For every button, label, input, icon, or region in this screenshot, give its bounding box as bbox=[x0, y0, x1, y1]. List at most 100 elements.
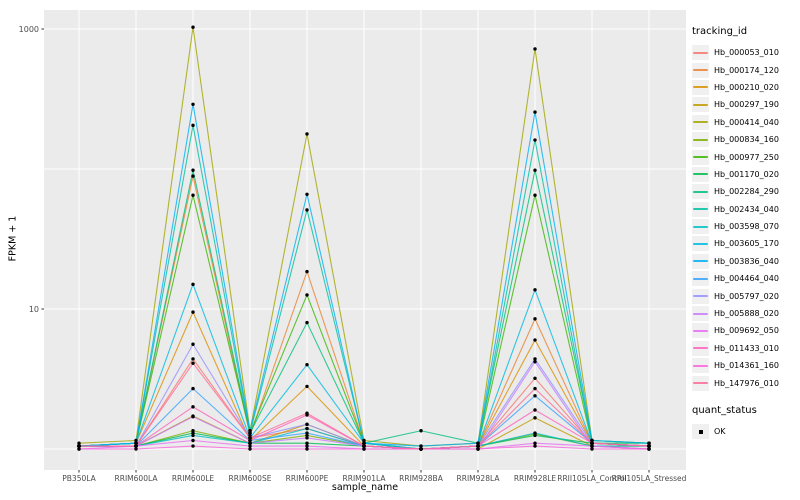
legend-item-label: Hb_005888_020 bbox=[714, 309, 779, 319]
data-point bbox=[191, 361, 195, 365]
data-point bbox=[191, 415, 195, 419]
legend-line-swatch bbox=[692, 45, 709, 61]
legend-item-label: Hb_011433_010 bbox=[714, 343, 779, 353]
legend-item-Hb_004464_040: Hb_004464_040 bbox=[692, 270, 798, 287]
data-point bbox=[305, 320, 309, 325]
legend-item-label: Hb_003836_040 bbox=[714, 256, 779, 266]
legend-item-label: Hb_000174_120 bbox=[714, 65, 779, 75]
data-point bbox=[533, 416, 537, 420]
data-point bbox=[305, 293, 309, 297]
data-point bbox=[305, 208, 309, 212]
data-point bbox=[419, 444, 423, 448]
data-point bbox=[533, 441, 537, 445]
legend-line-swatch bbox=[692, 375, 709, 391]
legend-line-swatch bbox=[692, 219, 709, 235]
data-point bbox=[191, 444, 195, 448]
legend-item-Hb_005888_020: Hb_005888_020 bbox=[692, 305, 798, 322]
data-point bbox=[191, 433, 195, 438]
legend-item-label: Hb_002434_040 bbox=[714, 204, 779, 214]
data-point bbox=[305, 441, 309, 445]
x-tick-label: RRII105LA_Stressed bbox=[612, 474, 687, 483]
legend-item-label: Hb_000297_190 bbox=[714, 100, 779, 110]
legend-item-Hb_009692_050: Hb_009692_050 bbox=[692, 322, 798, 339]
data-point bbox=[305, 436, 309, 440]
x-tick-label: RRIM928LE bbox=[514, 474, 557, 483]
legend-item-label: Hb_003605_170 bbox=[714, 239, 779, 249]
data-point bbox=[362, 444, 366, 448]
data-point bbox=[647, 444, 651, 448]
legend: tracking_id Hb_000053_010 Hb_000174_120 Hb… bbox=[692, 26, 798, 440]
legend-item-label: Hb_000053_010 bbox=[714, 48, 779, 58]
data-point bbox=[305, 444, 309, 448]
data-point bbox=[305, 132, 309, 136]
legend-item-Hb_000174_120: Hb_000174_120 bbox=[692, 61, 798, 78]
data-point bbox=[305, 269, 309, 274]
data-point bbox=[305, 363, 309, 367]
data-point bbox=[419, 429, 423, 433]
data-point bbox=[305, 431, 309, 435]
x-tick-label: RRIM901LA bbox=[343, 474, 387, 483]
data-point bbox=[305, 447, 309, 451]
legend-item-label: Hb_004464_040 bbox=[714, 274, 779, 284]
data-point bbox=[191, 405, 195, 409]
data-point bbox=[533, 357, 537, 361]
data-point bbox=[191, 102, 195, 106]
legend-line-swatch bbox=[692, 253, 709, 269]
data-point bbox=[191, 193, 195, 197]
data-point bbox=[77, 447, 81, 451]
x-tick-label: RRII105LA_Control bbox=[557, 474, 627, 483]
legend-item-Hb_005797_020: Hb_005797_020 bbox=[692, 287, 798, 304]
data-point bbox=[533, 386, 537, 391]
y-axis-title: FPKM + 1 bbox=[7, 215, 19, 262]
legend-item-Hb_003605_170: Hb_003605_170 bbox=[692, 235, 798, 252]
legend-line-swatch bbox=[692, 288, 709, 304]
legend-item-quant-ok: OK bbox=[692, 423, 798, 440]
data-point bbox=[362, 438, 366, 443]
legend-item-Hb_002284_290: Hb_002284_290 bbox=[692, 183, 798, 200]
legend-item-Hb_000297_190: Hb_000297_190 bbox=[692, 96, 798, 113]
legend-item-label: Hb_009692_050 bbox=[714, 326, 779, 336]
data-point bbox=[533, 433, 537, 438]
data-point bbox=[191, 25, 195, 29]
legend-item-label: Hb_000834_160 bbox=[714, 135, 779, 145]
data-point bbox=[191, 386, 195, 391]
data-point bbox=[533, 47, 537, 51]
data-point bbox=[533, 110, 537, 114]
data-point bbox=[533, 394, 537, 398]
legend-item-label: Hb_003598_070 bbox=[714, 222, 779, 232]
data-point bbox=[305, 411, 309, 415]
data-point bbox=[248, 438, 252, 443]
data-point bbox=[191, 123, 195, 128]
data-point bbox=[191, 431, 195, 435]
legend-item-label: Hb_005797_020 bbox=[714, 291, 779, 301]
legend-line-swatch bbox=[692, 340, 709, 356]
legend-item-Hb_014361_160: Hb_014361_160 bbox=[692, 357, 798, 374]
data-point bbox=[191, 342, 195, 346]
data-point bbox=[533, 138, 537, 142]
legend-item-Hb_147976_010: Hb_147976_010 bbox=[692, 374, 798, 391]
legend-item-label: Hb_000414_040 bbox=[714, 117, 779, 127]
y-tick-label: 10 bbox=[29, 305, 39, 314]
legend-item-label: OK bbox=[714, 427, 726, 436]
legend-item-Hb_000210_020: Hb_000210_020 bbox=[692, 79, 798, 96]
data-point bbox=[419, 447, 423, 451]
legend-item-Hb_000414_040: Hb_000414_040 bbox=[692, 114, 798, 131]
plot-panel bbox=[44, 10, 686, 470]
legend-item-Hb_002434_040: Hb_002434_040 bbox=[692, 201, 798, 218]
data-point bbox=[533, 317, 537, 321]
data-point bbox=[248, 441, 252, 445]
data-point bbox=[647, 441, 651, 445]
data-point bbox=[533, 288, 537, 292]
legend-line-swatch bbox=[692, 114, 709, 130]
data-point bbox=[533, 168, 537, 172]
data-point bbox=[191, 310, 195, 314]
data-point bbox=[533, 408, 537, 412]
data-point bbox=[191, 174, 195, 178]
data-point bbox=[248, 444, 252, 448]
data-point bbox=[590, 447, 594, 451]
x-tick-label: RRIM600PE bbox=[286, 474, 329, 483]
legend-item-Hb_003598_070: Hb_003598_070 bbox=[692, 218, 798, 235]
legend-line-swatch bbox=[692, 236, 709, 252]
legend-line-swatch bbox=[692, 271, 709, 287]
